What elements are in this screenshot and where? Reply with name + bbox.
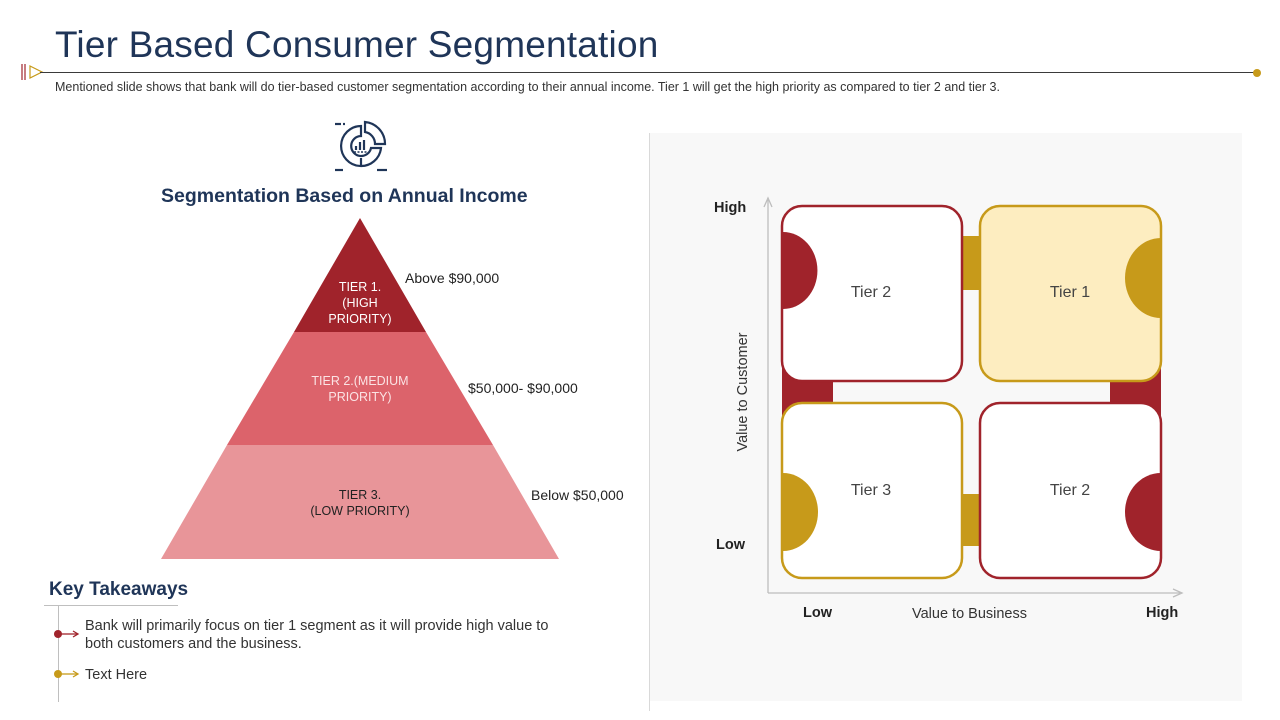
value-matrix (763, 196, 1184, 598)
takeaway-item-1: Bank will primarily focus on tier 1 segm… (85, 618, 549, 652)
title-rule-start-marker-icon (21, 64, 44, 80)
panel-divider (649, 133, 650, 711)
income-pyramid (160, 218, 560, 560)
quadrant-top-right-label: Tier 1 (1049, 284, 1091, 301)
pyramid-tier-2 (227, 332, 493, 445)
pyramid-tier-3-range: Below $50,000 (531, 487, 624, 503)
y-axis-title: Value to Customer (735, 332, 751, 452)
pyramid-tier-2-label: TIER 2.(MEDIUM PRIORITY) (311, 374, 409, 404)
quadrant-top-left-label: Tier 2 (850, 284, 892, 301)
page-subtitle: Mentioned slide shows that bank will do … (55, 80, 1000, 94)
x-axis-low-label: Low (803, 605, 832, 621)
chart-pie-icon (335, 120, 387, 172)
quadrant-bottom-left (780, 401, 964, 580)
key-takeaways-underline (44, 605, 178, 606)
quadrant-top-left (780, 204, 964, 383)
pyramid-tier-3-label: TIER 3. (LOW PRIORITY) (310, 488, 410, 518)
x-axis-title: Value to Business (912, 606, 1027, 622)
bullet-arrow-icon (54, 670, 80, 678)
pyramid-tier-1 (294, 218, 426, 332)
quadrant-bottom-left-label: Tier 3 (850, 482, 892, 499)
segmentation-heading: Segmentation Based on Annual Income (161, 185, 528, 207)
pyramid-tier-1-range: Above $90,000 (405, 270, 500, 286)
pyramid-tier-2-range: $50,000- $90,000 (468, 380, 578, 396)
bullet-arrow-icon (54, 630, 80, 638)
key-takeaways-heading: Key Takeaways (49, 579, 189, 600)
quadrant-top-right (978, 204, 1163, 383)
key-takeaways-timeline (58, 606, 59, 702)
takeaway-item-2: Text Here (85, 667, 148, 683)
pyramid-tier-3 (161, 445, 559, 559)
title-rule-end-dot (1253, 69, 1261, 77)
pyramid-tier-1-label: TIER 1. (HIGH PRIORITY) (328, 280, 392, 326)
y-axis-low-label: Low (716, 537, 745, 553)
y-axis-high-label: High (714, 200, 747, 216)
page-title: Tier Based Consumer Segmentation (55, 24, 659, 65)
quadrant-bottom-right (978, 401, 1163, 580)
quadrant-bottom-right-label: Tier 2 (1049, 482, 1091, 499)
title-divider (40, 72, 1258, 73)
x-axis-high-label: High (1146, 605, 1179, 621)
